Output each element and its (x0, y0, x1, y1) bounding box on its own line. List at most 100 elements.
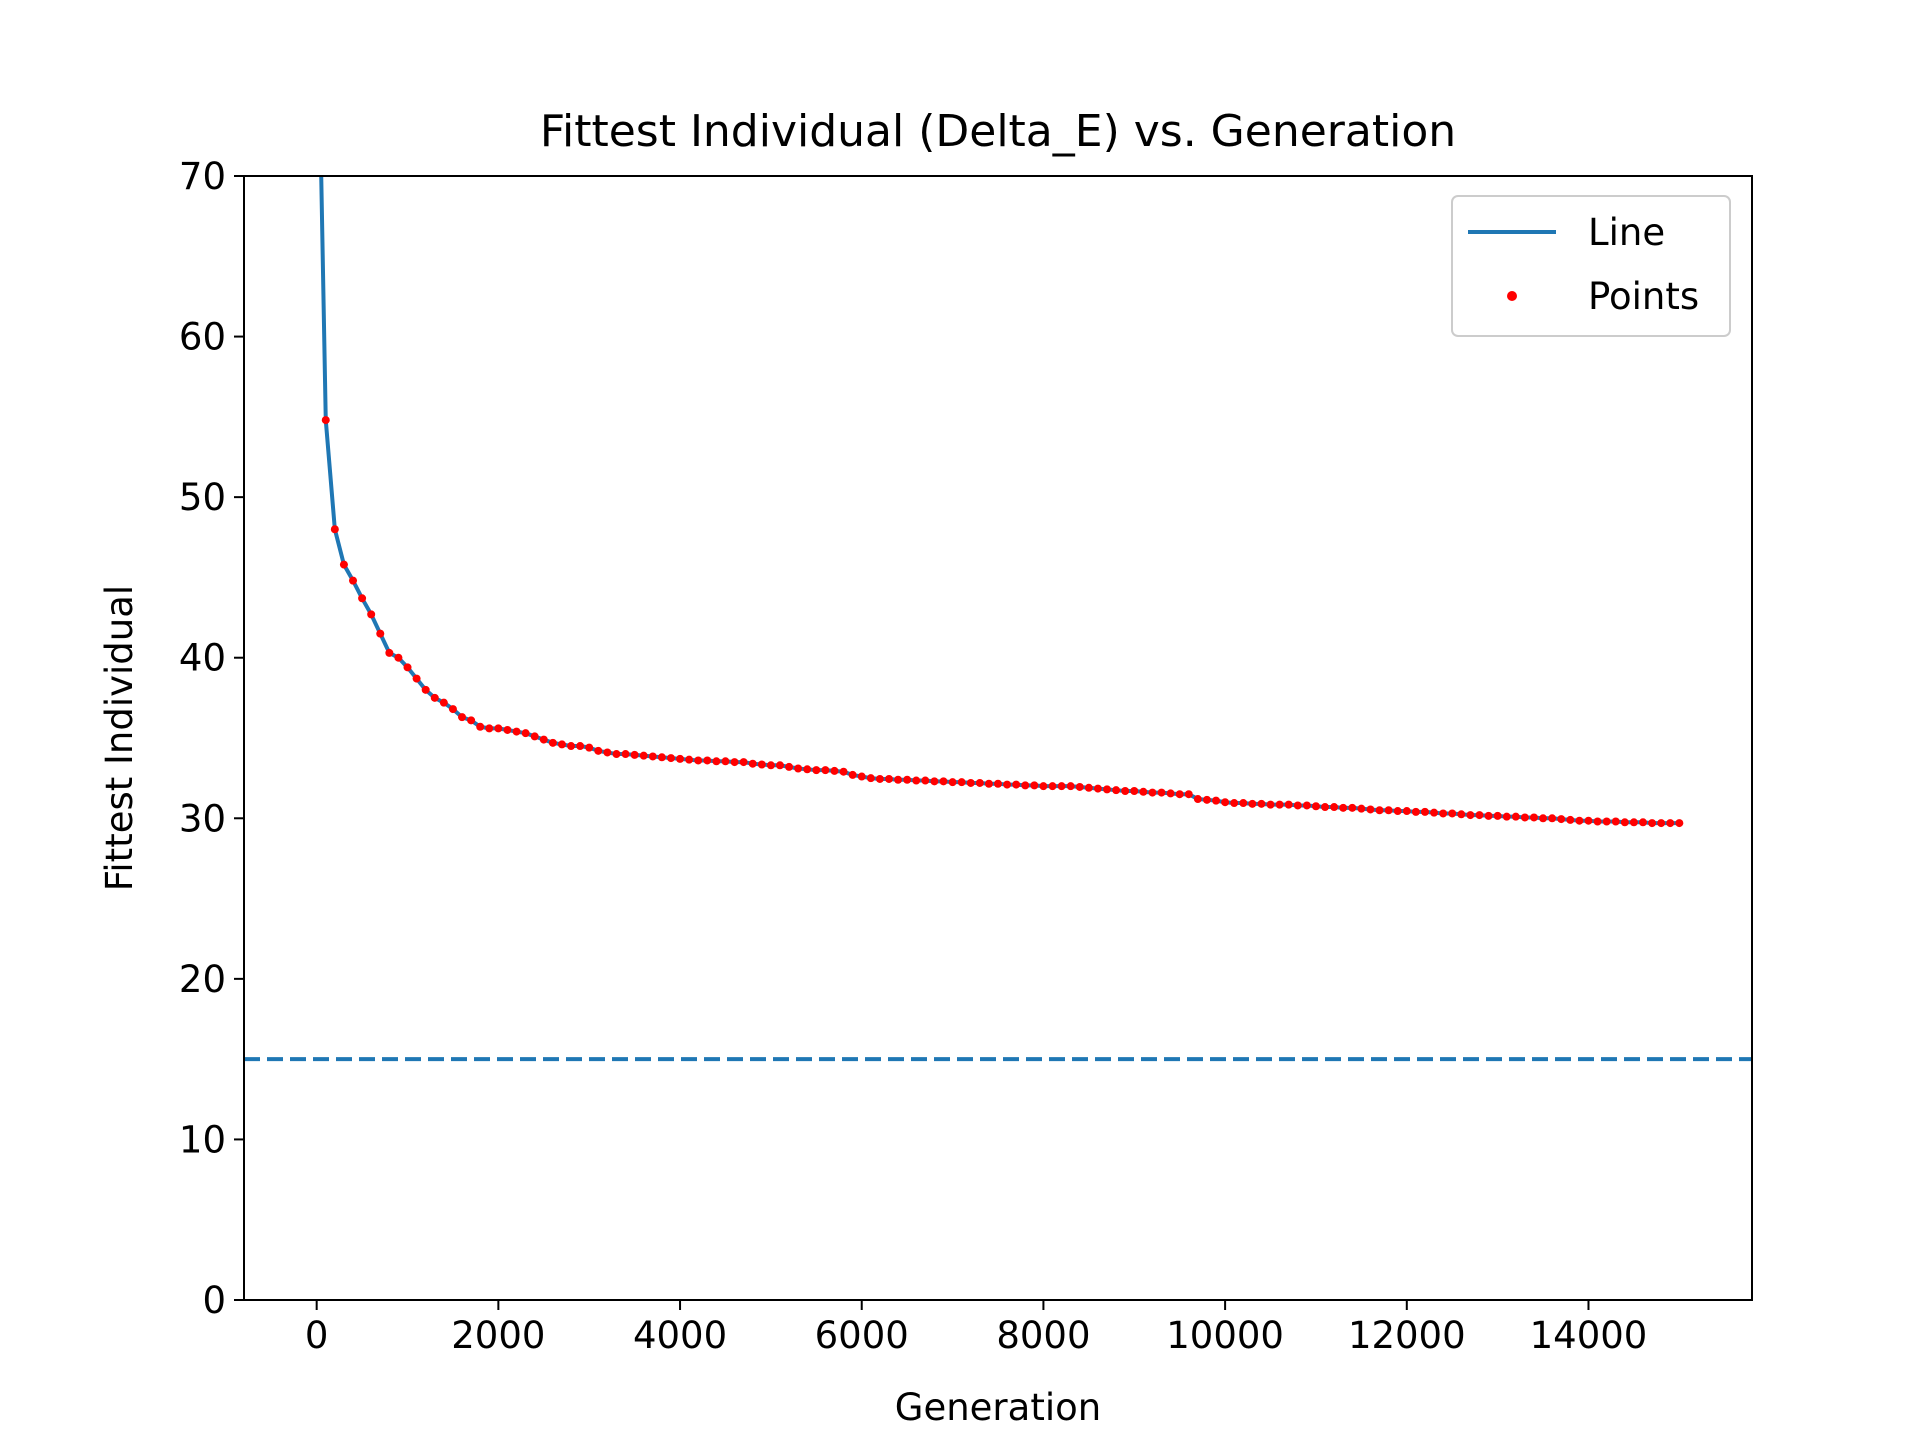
data-point (1384, 806, 1393, 815)
data-point (1539, 814, 1548, 823)
x-axis-title: Generation (895, 1386, 1101, 1429)
data-point (1311, 802, 1320, 811)
data-point (739, 758, 748, 767)
data-point (1602, 817, 1611, 826)
data-point (894, 775, 903, 784)
data-point (848, 770, 857, 779)
data-point (1184, 790, 1193, 799)
data-point (1284, 800, 1293, 809)
y-tick-label: 60 (179, 316, 226, 359)
data-point (1375, 806, 1384, 815)
data-point (1411, 807, 1420, 816)
data-point (1511, 812, 1520, 821)
data-point (394, 653, 403, 662)
data-point (1366, 805, 1375, 814)
data-point (748, 759, 757, 768)
data-point (1638, 818, 1647, 827)
data-point (875, 774, 884, 783)
data-point (1648, 819, 1657, 828)
data-point (984, 779, 993, 788)
data-point (1030, 781, 1039, 790)
data-point (1675, 819, 1684, 828)
data-point (1257, 799, 1266, 808)
data-point (349, 576, 358, 585)
plot-frame (243, 175, 1753, 1301)
data-point (476, 722, 485, 731)
data-point (1611, 817, 1620, 826)
x-tick-label: 12000 (1348, 1314, 1466, 1357)
data-point (403, 663, 412, 672)
data-point (694, 756, 703, 765)
data-point (1248, 799, 1257, 808)
data-point (1566, 815, 1575, 824)
data-point (548, 738, 557, 747)
data-point (321, 416, 330, 425)
data-point (803, 765, 812, 774)
data-point (1121, 786, 1130, 795)
data-point (666, 754, 675, 763)
data-point (1575, 816, 1584, 825)
data-point (812, 766, 821, 775)
data-point (721, 757, 730, 766)
data-point (385, 648, 394, 657)
data-point (485, 724, 494, 733)
data-point (1339, 803, 1348, 812)
data-point (730, 758, 739, 767)
data-point (912, 776, 921, 785)
y-tick-label: 0 (202, 1279, 226, 1322)
x-tick-label: 6000 (815, 1314, 909, 1357)
data-point (1584, 816, 1593, 825)
data-point (712, 757, 721, 766)
data-point (1012, 780, 1021, 789)
y-tick-label: 30 (179, 797, 226, 840)
data-point (467, 716, 476, 725)
data-point (1420, 807, 1429, 816)
data-point (1193, 795, 1202, 804)
x-tick-label: 4000 (633, 1314, 727, 1357)
data-point (1239, 799, 1248, 808)
data-point (994, 779, 1002, 788)
data-point (1202, 795, 1211, 804)
data-point (1430, 808, 1439, 817)
y-tick-label: 10 (179, 1118, 226, 1161)
data-point (1075, 782, 1084, 791)
data-point (448, 705, 457, 714)
data-point (1321, 803, 1330, 812)
data-point (567, 742, 576, 751)
plot-area (244, 176, 1752, 1062)
data-point (1093, 784, 1102, 793)
data-point (421, 685, 430, 694)
data-point (1484, 811, 1493, 820)
data-point (1103, 785, 1112, 794)
data-point (703, 756, 712, 765)
data-point (1529, 813, 1538, 822)
y-tick-label: 50 (179, 476, 226, 519)
data-point (1657, 819, 1666, 828)
data-point (866, 774, 875, 783)
data-point (1666, 819, 1675, 828)
data-point (1166, 789, 1175, 798)
data-point (603, 748, 612, 757)
data-point (757, 760, 766, 769)
data-point (676, 754, 685, 763)
y-axis-title: Fittest Individual (98, 585, 141, 891)
data-point (685, 755, 694, 764)
data-point (594, 746, 603, 755)
data-point (1493, 811, 1502, 820)
data-point (1502, 812, 1511, 821)
data-point (1402, 807, 1411, 816)
data-point (1302, 801, 1311, 810)
data-point (1148, 788, 1157, 797)
data-point (930, 777, 939, 786)
data-point (1275, 800, 1284, 809)
data-point (648, 752, 657, 761)
data-point (1048, 782, 1057, 791)
data-point (1557, 815, 1566, 824)
x-tick-label: 2000 (451, 1314, 545, 1357)
data-point (1330, 803, 1339, 812)
x-tick-label: 10000 (1166, 1314, 1284, 1357)
data-point (1620, 818, 1629, 827)
data-point (1212, 796, 1221, 805)
legend-label-line: Line (1588, 211, 1665, 254)
